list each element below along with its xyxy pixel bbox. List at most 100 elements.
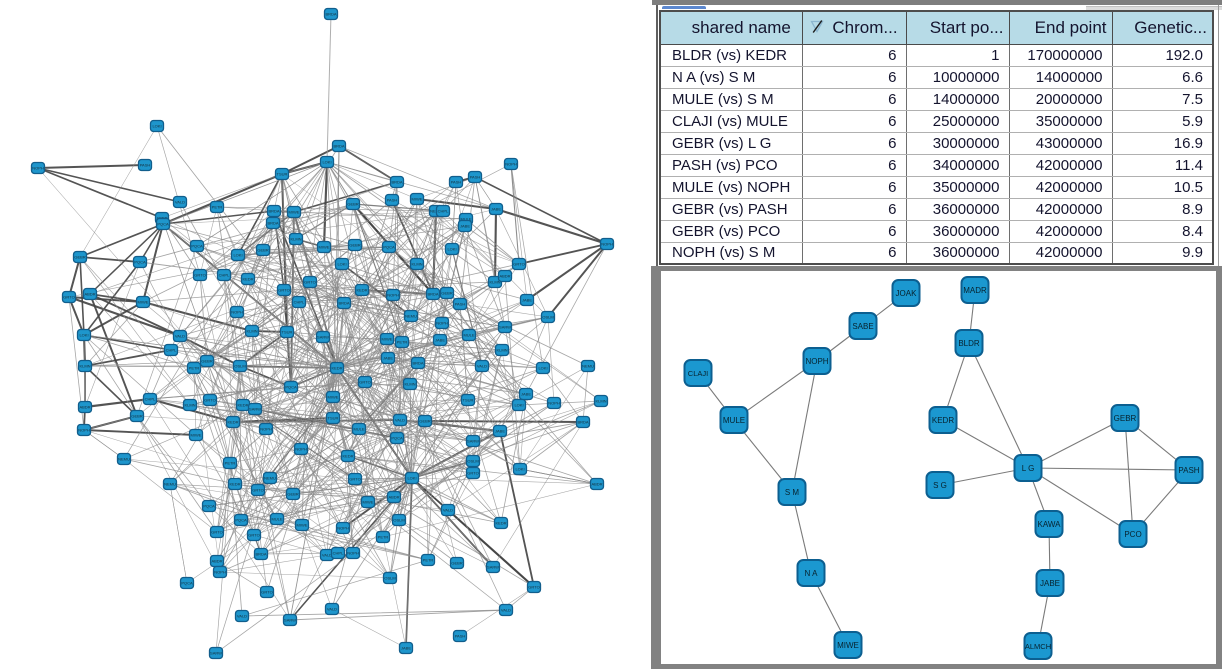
- svg-text:MULE: MULE: [723, 416, 745, 425]
- svg-text:N A: N A: [805, 569, 819, 578]
- svg-text:NOPH: NOPH: [295, 447, 307, 452]
- svg-text:GRTO: GRTO: [359, 380, 370, 385]
- svg-text:MIWE: MIWE: [837, 641, 859, 650]
- svg-text:CHPL: CHPL: [166, 348, 177, 353]
- svg-text:KLMN: KLMN: [595, 399, 606, 404]
- svg-text:MULE: MULE: [460, 217, 471, 222]
- svg-text:GRTO: GRTO: [248, 533, 259, 538]
- svg-text:L G: L G: [1022, 464, 1035, 473]
- svg-text:BRDA: BRDA: [255, 552, 266, 557]
- svg-text:TSUR: TSUR: [277, 172, 288, 177]
- svg-text:KEDR: KEDR: [227, 420, 238, 425]
- svg-text:MADR: MADR: [963, 286, 987, 295]
- svg-text:PQCA: PQCA: [134, 260, 146, 265]
- svg-text:ABDR: ABDR: [591, 482, 602, 487]
- svg-text:CHPL: CHPL: [438, 209, 449, 214]
- svg-text:OSLM: OSLM: [384, 576, 395, 581]
- svg-text:JABE: JABE: [521, 392, 531, 397]
- svg-text:JABE: JABE: [383, 356, 393, 361]
- svg-text:MIWE: MIWE: [328, 395, 339, 400]
- svg-text:JABE: JABE: [1040, 579, 1060, 588]
- svg-text:MIWE: MIWE: [289, 210, 300, 215]
- svg-text:PASH: PASH: [140, 163, 151, 168]
- svg-text:NEMU: NEMU: [118, 457, 130, 462]
- svg-text:LOKI: LOKI: [233, 253, 242, 258]
- svg-text:JABE: JABE: [522, 298, 532, 303]
- svg-text:MIWE: MIWE: [191, 433, 202, 438]
- svg-text:LOKI: LOKI: [322, 160, 331, 165]
- svg-text:PQCA: PQCA: [191, 244, 203, 249]
- svg-text:NEMU: NEMU: [405, 314, 417, 319]
- svg-text:NOPH: NOPH: [231, 310, 243, 315]
- svg-text:ABDR: ABDR: [499, 274, 510, 279]
- svg-text:JOAK: JOAK: [896, 289, 918, 298]
- svg-text:NOPH: NOPH: [505, 162, 517, 167]
- svg-text:SARW: SARW: [317, 335, 329, 340]
- svg-text:GEBR: GEBR: [257, 248, 268, 253]
- svg-text:LOKI: LOKI: [515, 467, 524, 472]
- svg-text:PQCA: PQCA: [285, 385, 297, 390]
- svg-text:NOPH: NOPH: [347, 551, 359, 556]
- svg-text:LOKI: LOKI: [538, 366, 547, 371]
- svg-text:MIWE: MIWE: [363, 500, 374, 505]
- svg-text:CLAJI: CLAJI: [688, 369, 708, 378]
- svg-text:GEBR: GEBR: [287, 492, 298, 497]
- svg-text:SARW: SARW: [499, 325, 511, 330]
- svg-text:BRDA: BRDA: [338, 301, 349, 306]
- svg-text:PETR: PETR: [423, 558, 434, 563]
- svg-text:KEDR: KEDR: [932, 416, 954, 425]
- svg-text:SARW: SARW: [467, 439, 479, 444]
- svg-text:LOKI: LOKI: [407, 476, 416, 481]
- svg-text:GEBR: GEBR: [451, 561, 462, 566]
- svg-text:BRDA: BRDA: [391, 180, 402, 185]
- svg-text:VALD: VALD: [443, 508, 453, 513]
- svg-text:VALD: VALD: [175, 200, 185, 205]
- svg-text:VALD: VALD: [501, 608, 511, 613]
- svg-text:MIWE: MIWE: [319, 245, 330, 250]
- svg-text:CHPL: CHPL: [145, 397, 156, 402]
- svg-text:NEMU: NEMU: [264, 476, 276, 481]
- svg-text:PASH: PASH: [455, 634, 466, 639]
- svg-text:GEBR: GEBR: [441, 291, 452, 296]
- svg-text:LOKI: LOKI: [514, 403, 523, 408]
- svg-text:GRTO: GRTO: [252, 488, 263, 493]
- svg-text:GEBR: GEBR: [347, 202, 358, 207]
- svg-text:PETR: PETR: [378, 535, 389, 540]
- svg-text:GRTO: GRTO: [528, 585, 539, 590]
- svg-text:GRTO: GRTO: [349, 477, 360, 482]
- svg-text:PETR: PETR: [212, 205, 223, 210]
- svg-text:PETR: PETR: [397, 340, 408, 345]
- svg-text:KEDR: KEDR: [331, 366, 342, 371]
- svg-text:GRTO: GRTO: [63, 295, 74, 300]
- svg-text:JABE: JABE: [460, 224, 470, 229]
- svg-text:VALD: VALD: [237, 614, 247, 619]
- svg-text:KLMN: KLMN: [79, 364, 90, 369]
- svg-text:NOPH: NOPH: [78, 428, 90, 433]
- svg-text:NOPH: NOPH: [260, 427, 272, 432]
- svg-text:KLMN: KLMN: [489, 280, 500, 285]
- svg-text:GRTO: GRTO: [261, 590, 272, 595]
- svg-text:LOKI: LOKI: [79, 333, 88, 338]
- svg-text:JABE: JABE: [491, 207, 501, 212]
- svg-text:GEBR: GEBR: [349, 243, 360, 248]
- svg-text:TSUR: TSUR: [282, 330, 293, 335]
- svg-text:SARW: SARW: [249, 407, 261, 412]
- svg-text:MULE: MULE: [353, 427, 364, 432]
- svg-text:NOPH: NOPH: [805, 357, 828, 366]
- svg-text:VALD: VALD: [477, 364, 487, 369]
- svg-text:MIWE: MIWE: [138, 300, 149, 305]
- svg-text:ABDR: ABDR: [79, 405, 90, 410]
- svg-text:MIWE: MIWE: [412, 197, 423, 202]
- svg-text:KLMN: KLMN: [411, 262, 422, 267]
- svg-text:NOPH: NOPH: [337, 526, 349, 531]
- svg-text:OSLM: OSLM: [467, 459, 478, 464]
- svg-text:VALD: VALD: [327, 607, 337, 612]
- svg-text:KLMN: KLMN: [184, 403, 195, 408]
- svg-text:GEBR: GEBR: [201, 359, 212, 364]
- svg-text:VALD: VALD: [175, 334, 185, 339]
- svg-text:NEMU: NEMU: [582, 364, 594, 369]
- svg-text:PASH: PASH: [387, 198, 398, 203]
- svg-text:KLMN: KLMN: [290, 237, 301, 242]
- svg-text:ALMCH: ALMCH: [1025, 642, 1051, 651]
- svg-text:PCO: PCO: [1124, 530, 1141, 539]
